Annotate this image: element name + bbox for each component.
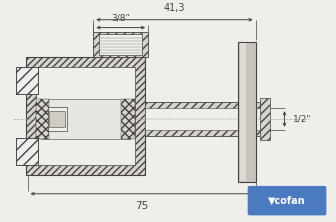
FancyBboxPatch shape bbox=[248, 186, 326, 215]
Bar bbox=[93, 32, 148, 57]
Text: 75: 75 bbox=[135, 201, 148, 211]
Bar bbox=[41, 99, 130, 139]
Text: 1/2": 1/2" bbox=[292, 115, 311, 123]
Bar bbox=[16, 138, 38, 165]
Bar bbox=[16, 67, 38, 94]
Text: 3/8": 3/8" bbox=[111, 14, 130, 23]
Bar bbox=[238, 42, 256, 182]
Bar bbox=[36, 67, 135, 165]
Bar bbox=[36, 99, 49, 139]
Bar bbox=[99, 34, 142, 55]
Bar bbox=[16, 138, 38, 165]
Text: 41,3: 41,3 bbox=[164, 3, 185, 13]
Bar bbox=[49, 111, 66, 127]
Bar bbox=[260, 98, 269, 140]
Bar bbox=[145, 102, 260, 136]
Bar bbox=[26, 57, 145, 175]
Text: ▼cofan: ▼cofan bbox=[268, 196, 305, 206]
Bar bbox=[121, 99, 135, 139]
Bar bbox=[16, 67, 38, 94]
Bar bbox=[240, 43, 246, 181]
Bar bbox=[47, 107, 68, 131]
Bar bbox=[145, 108, 260, 130]
